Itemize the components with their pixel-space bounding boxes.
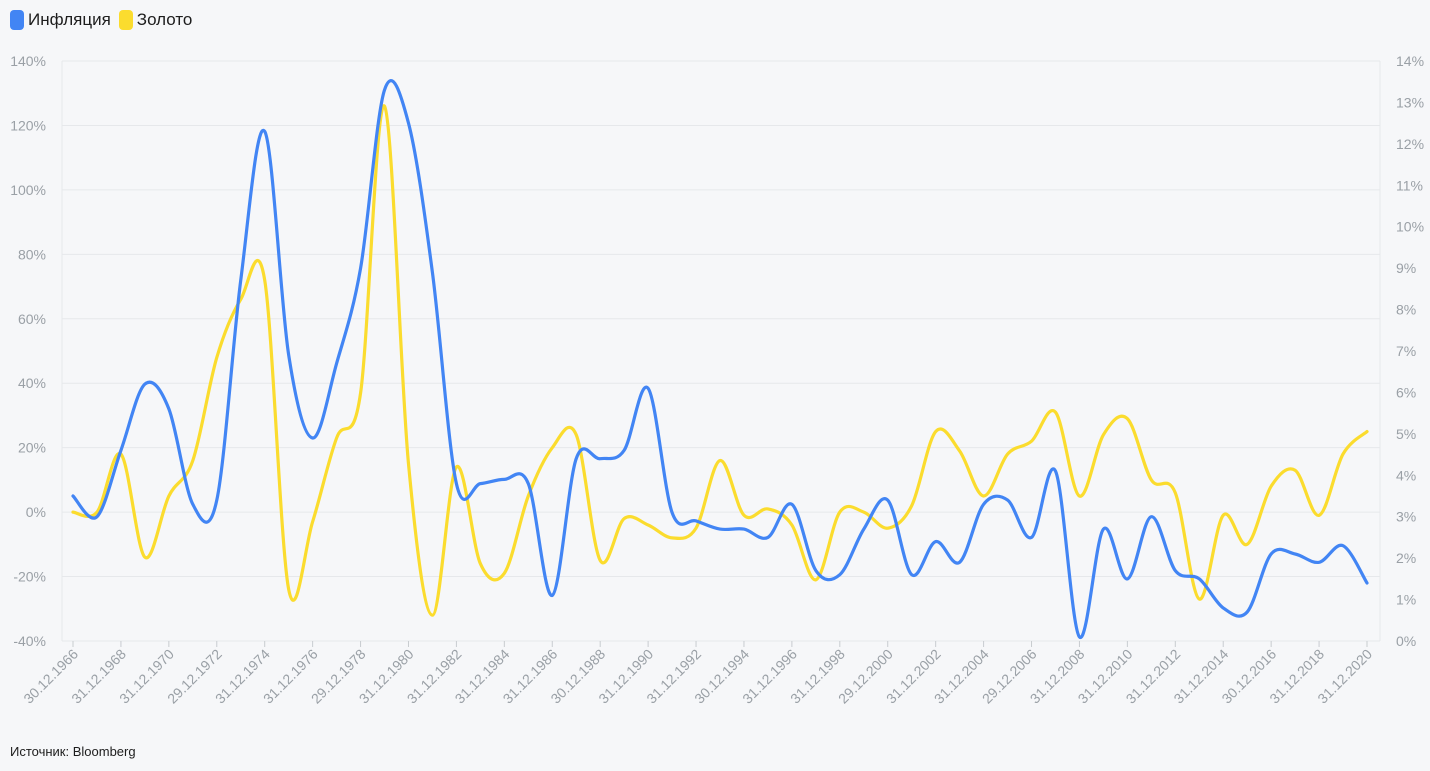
legend-swatch-inflation xyxy=(10,10,24,30)
right-tick-label: 12% xyxy=(1396,136,1424,152)
left-tick-label: 40% xyxy=(18,375,46,391)
right-tick-label: 4% xyxy=(1396,467,1416,483)
left-tick-label: -20% xyxy=(13,569,46,585)
left-tick-label: 80% xyxy=(18,246,46,262)
right-tick-label: 0% xyxy=(1396,633,1416,649)
right-tick-label: 6% xyxy=(1396,384,1416,400)
right-tick-label: 10% xyxy=(1396,219,1424,235)
right-tick-label: 8% xyxy=(1396,302,1416,318)
right-tick-label: 2% xyxy=(1396,550,1416,566)
right-tick-label: 5% xyxy=(1396,426,1416,442)
right-tick-label: 1% xyxy=(1396,592,1416,608)
left-tick-label: 100% xyxy=(10,182,46,198)
right-tick-label: 11% xyxy=(1396,177,1423,193)
source-note: Источник: Bloomberg xyxy=(10,744,136,759)
grid-lines xyxy=(61,60,1381,642)
legend-label-gold: Золото xyxy=(136,10,193,29)
left-tick-label: 0% xyxy=(26,504,46,520)
series-line-gold[interactable] xyxy=(71,104,1369,617)
series-line-inflation[interactable] xyxy=(71,79,1369,639)
series-lines xyxy=(71,79,1369,639)
right-tick-label: 7% xyxy=(1396,343,1416,359)
left-tick-label: 20% xyxy=(18,440,46,456)
right-tick-label: 13% xyxy=(1396,94,1424,110)
chart-legend: Инфляция Золото xyxy=(10,10,192,30)
left-tick-label: -40% xyxy=(13,633,46,649)
legend-swatch-gold xyxy=(118,10,133,30)
legend-item-gold[interactable]: Золото xyxy=(118,10,193,30)
right-tick-label: 14% xyxy=(1396,53,1424,69)
left-axis-ticks: -40% -20% 0% 20% 40% 60% 80% 100% 120% 140% xyxy=(10,53,46,649)
left-tick-label: 120% xyxy=(10,117,46,133)
legend-item-inflation[interactable]: Инфляция xyxy=(10,10,111,30)
x-axis-ticks: 30.12.196631.12.196831.12.197029.12.1972… xyxy=(20,641,1375,707)
right-tick-label: 3% xyxy=(1396,509,1416,525)
right-axis-ticks: 0% 1% 2% 3% 4% 5% 6% 7% 8% 9% 10% 11% 12% 13% 14% xyxy=(1396,53,1424,649)
legend-label-inflation: Инфляция xyxy=(28,10,111,29)
left-tick-label: 60% xyxy=(18,311,46,327)
right-tick-label: 9% xyxy=(1396,260,1416,276)
left-tick-label: 140% xyxy=(10,53,46,69)
